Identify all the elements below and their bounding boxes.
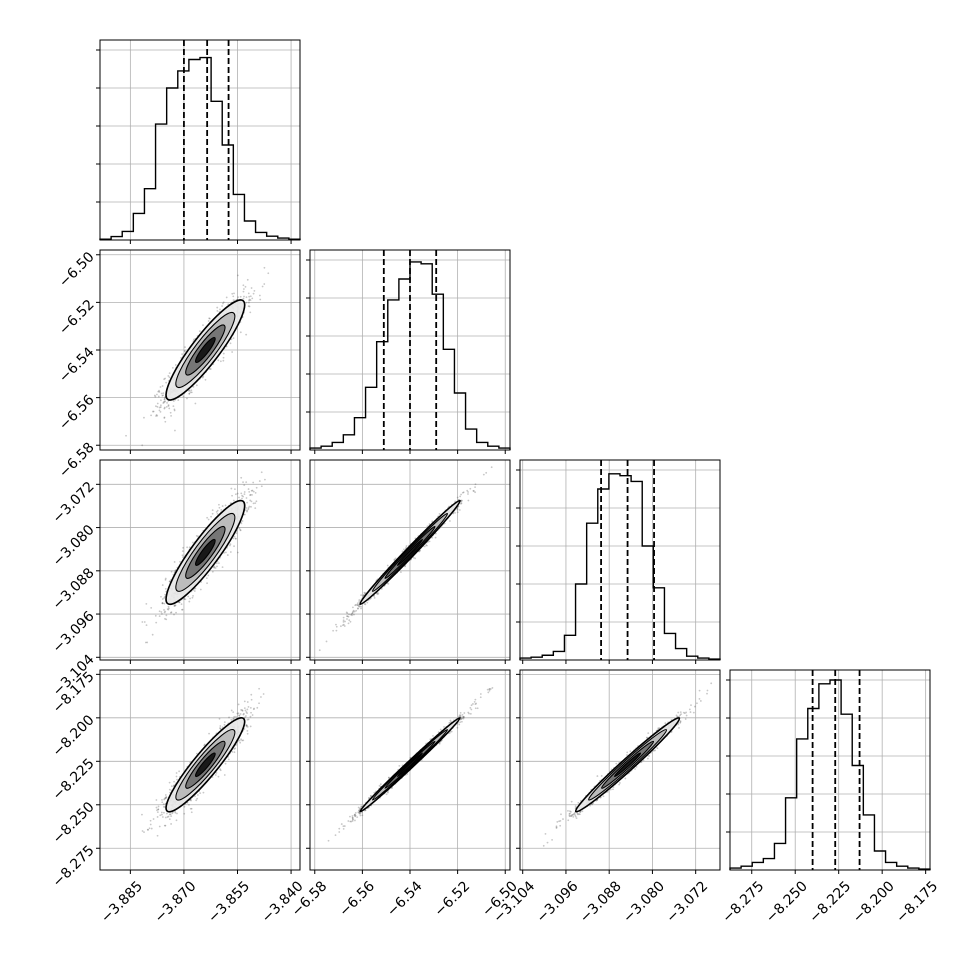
histogram-panel-0 [96,39,301,244]
y-tick-label: −6.56 [56,392,98,434]
x-tick-label: −6.56 [336,878,378,920]
y-tick-label: −6.58 [56,440,98,482]
axes-frame-1-0 [99,249,301,451]
x-tick-label: −3.885 [98,878,146,926]
x-tick-labels-col-2: −3.104−3.096−3.088−3.080−3.072 [490,878,711,926]
y-tick-label: −6.50 [56,249,98,291]
x-tick-label: −6.52 [432,878,474,920]
axes-frame-2-0 [99,459,301,661]
axes-frame-3 [729,669,931,871]
y-tick-label: −8.275 [50,843,98,891]
histogram-panel-2 [516,459,721,664]
x-tick-label: −3.072 [663,878,711,926]
scatter-panel-3-0 [96,669,301,874]
x-tick-label: −3.096 [534,878,582,926]
contour-level-3 [396,538,424,566]
y-tick-label: −3.088 [50,565,98,613]
x-tick-label: −3.870 [152,878,200,926]
histogram-panel-1 [306,249,511,454]
y-tick-label: −8.200 [50,712,98,760]
scatter-panel-1-0 [96,249,301,454]
axes-frame-3-1 [309,669,511,871]
contour-level-3 [194,336,216,364]
axes-frame-2-1 [309,459,511,661]
x-tick-labels-col-3: −8.275−8.250−8.225−8.200−8.175 [719,878,941,926]
axes-frame-1 [309,249,511,451]
scatter-points-3-2 [542,682,713,847]
y-tick-label: −6.54 [56,344,98,386]
scatter-panel-3-1 [306,669,511,874]
scatter-panel-2-1 [306,459,511,664]
y-tick-labels-row-3: −8.275−8.250−8.225−8.200−8.175 [50,669,98,891]
x-tick-label: −3.855 [205,878,253,926]
x-tick-labels-col-1: −6.58 −6.56 −6.54 −6.52 −6.50 [289,878,521,920]
x-tick-label: −8.200 [850,878,898,926]
scatter-points-1-0 [125,266,270,447]
contour-level-3 [396,752,424,778]
histogram-step-0 [99,56,301,240]
scatter-panel-3-2 [516,669,721,874]
x-tick-label: −8.225 [806,878,854,926]
x-tick-labels-col-0: −3.885 −3.870 −3.855 −3.840 [98,878,307,926]
x-tick-label: −6.54 [384,878,426,920]
y-tick-labels-row-1: −6.58 −6.56 −6.54 −6.52 −6.50 [56,249,98,481]
contour-level-3 [194,538,216,566]
y-tick-labels-row-2: −3.104−3.096−3.088−3.080−3.072 [50,479,98,700]
axes-frame-0 [99,39,301,241]
histogram-panel-3 [726,669,931,874]
y-tick-label: −8.250 [50,799,98,847]
scatter-panel-2-0 [96,459,301,664]
x-tick-label: −8.175 [893,878,941,926]
y-tick-label: −3.080 [50,522,98,570]
y-tick-label: −8.225 [50,756,98,804]
scatter-points-3-0 [141,687,265,837]
x-tick-label: −3.080 [620,878,668,926]
axes-frame-3-2 [519,669,721,871]
x-tick-label: −8.275 [719,878,767,926]
scatter-points-3-1 [327,687,494,842]
y-tick-label: −6.52 [56,297,98,339]
y-tick-label: −3.072 [50,479,98,527]
contour-level-3 [614,752,642,778]
scatter-points-2-1 [318,466,493,652]
histogram-step-3 [729,679,931,870]
y-tick-label: −3.096 [50,608,98,656]
axes-frame-2 [519,459,721,661]
x-tick-label: −8.250 [763,878,811,926]
contour-level-3 [194,752,216,778]
scatter-points-2-0 [141,471,266,644]
x-tick-label: −3.088 [577,878,625,926]
histogram-step-2 [519,473,721,660]
axes-frame-3-0 [99,669,301,871]
